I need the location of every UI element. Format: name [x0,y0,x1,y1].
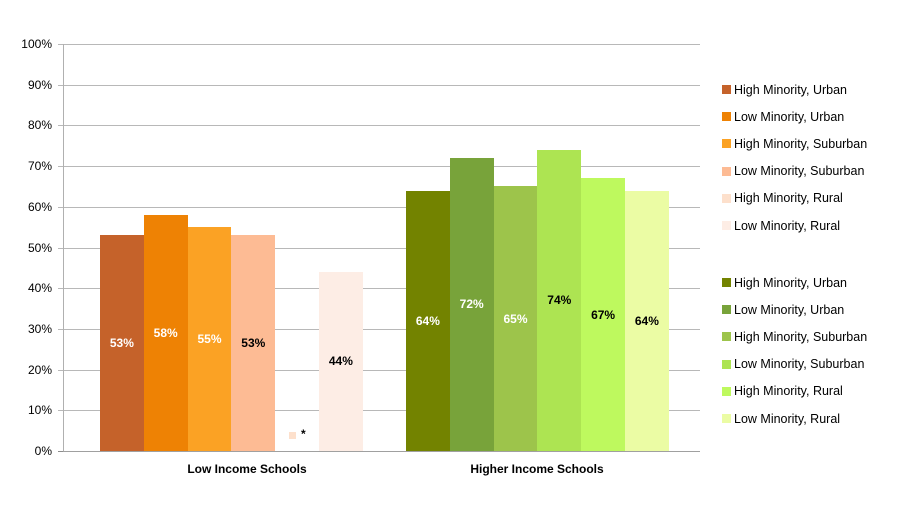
bar-higher-income-low-minority-suburban: 74% [537,149,582,451]
bar-higher-income-low-minority-urban: 72% [449,157,494,451]
legend-swatch [722,414,731,424]
bar-higher-income-low-minority-rural: 64% [625,190,669,451]
legend-higher-income: High Minority, Urban Low Minority, Urban H… [722,269,867,432]
bar-value-label: 58% [153,325,178,340]
gridline [58,329,700,330]
legend-label: High Minority, Suburban [734,329,868,344]
bar-value-label: 55% [197,332,222,347]
legend-item-low-income-high-minority-urban: High Minority, Urban [722,76,867,103]
legend-label: Low Minority, Urban [734,109,845,124]
y-tick-label: 20% [27,363,52,377]
category-label-higher-income: Higher Income Schools [470,462,604,476]
legend-swatch [722,166,731,176]
bar-value-label: 53% [109,336,134,351]
legend-item-low-income-high-minority-rural: High Minority, Rural [722,185,867,212]
legend-item-low-income-low-minority-suburban: Low Minority, Suburban [722,158,867,185]
bar-low-income-low-minority-suburban: 53% [231,235,276,451]
gridline [58,125,700,126]
bar-value-label: 64% [634,313,659,328]
legend-item-low-income-low-minority-rural: Low Minority, Rural [722,212,867,239]
gridline [58,248,700,249]
legend-label: High Minority, Suburban [734,136,868,151]
legend-item-higher-income-low-minority-suburban: Low Minority, Suburban [722,351,867,378]
bar-low-income-low-minority-rural: 44% [319,271,363,451]
y-tick-label: 90% [27,78,52,92]
bar-value-label: 64% [415,313,440,328]
bar-value-label: 74% [547,293,572,308]
legend-swatch [722,359,731,369]
y-tick-label: 30% [27,322,52,336]
legend-label: High Minority, Urban [734,275,848,290]
y-tick-label: 50% [27,241,52,255]
bar-higher-income-high-minority-urban: 64% [406,190,450,451]
legend-item-low-income-high-minority-suburban: High Minority, Suburban [722,130,867,157]
legend-label: Low Minority, Urban [734,302,845,317]
legend-label: High Minority, Urban [734,82,848,97]
tick-mark [58,451,64,452]
legend-swatch [722,305,731,315]
y-tick-label: 60% [27,200,52,214]
x-axis [63,451,700,452]
bar-value-label: 53% [241,336,266,351]
y-tick-label: 70% [27,159,52,173]
legend-swatch [722,193,731,203]
legend-label: Low Minority, Rural [734,218,841,233]
y-tick-label: 0% [34,444,52,458]
bar-value-label: 65% [503,311,528,326]
legend-item-higher-income-low-minority-urban: Low Minority, Urban [722,296,867,323]
bar-value-label: 72% [459,297,484,312]
legend-swatch [722,85,731,95]
legend-swatch [722,332,731,342]
bar-low-income-high-minority-urban: 53% [100,235,144,451]
bar-value-label: 67% [591,307,616,322]
gridline [58,288,700,289]
legend-swatch [722,139,731,149]
gridline [58,166,700,167]
legend-item-low-income-low-minority-urban: Low Minority, Urban [722,103,867,130]
legend-label: Low Minority, Rural [734,411,841,426]
legend-item-higher-income-low-minority-rural: Low Minority, Rural [722,405,867,432]
gridline [58,207,700,208]
legend-item-higher-income-high-minority-rural: High Minority, Rural [722,378,867,405]
legend-label: Low Minority, Suburban [734,357,865,372]
bar-higher-income-high-minority-rural: 67% [581,178,625,451]
gridline [58,370,700,371]
y-axis [63,44,64,452]
legend-label: High Minority, Rural [734,191,843,206]
y-tick-label: 40% [27,281,52,295]
legend-swatch [722,386,731,396]
bar-low-income-high-minority-suburban: 55% [187,227,232,451]
legend-label: Low Minority, Suburban [734,164,865,179]
gridline [58,85,700,86]
y-tick-label: 80% [27,118,52,132]
legend-item-higher-income-high-minority-urban: High Minority, Urban [722,269,867,296]
bar-higher-income-high-minority-suburban: 65% [493,186,538,451]
legend-swatch [722,221,731,231]
y-tick-label: 100% [21,37,52,51]
legend-item-higher-income-high-minority-suburban: High Minority, Suburban [722,323,867,350]
bar-low-income-low-minority-urban: 58% [143,214,188,451]
gridline [58,410,700,411]
legend-swatch [722,112,731,122]
legend-swatch [722,278,731,288]
gridline [58,44,700,45]
not-available-swatch [289,432,296,439]
category-label-low-income: Low Income Schools [187,462,307,476]
legend-low-income: High Minority, Urban Low Minority, Urban H… [722,76,867,239]
not-available-marker: * [301,427,306,441]
bar-value-label: 44% [328,354,353,369]
legend-label: High Minority, Rural [734,384,843,399]
y-tick-label: 10% [27,403,52,417]
